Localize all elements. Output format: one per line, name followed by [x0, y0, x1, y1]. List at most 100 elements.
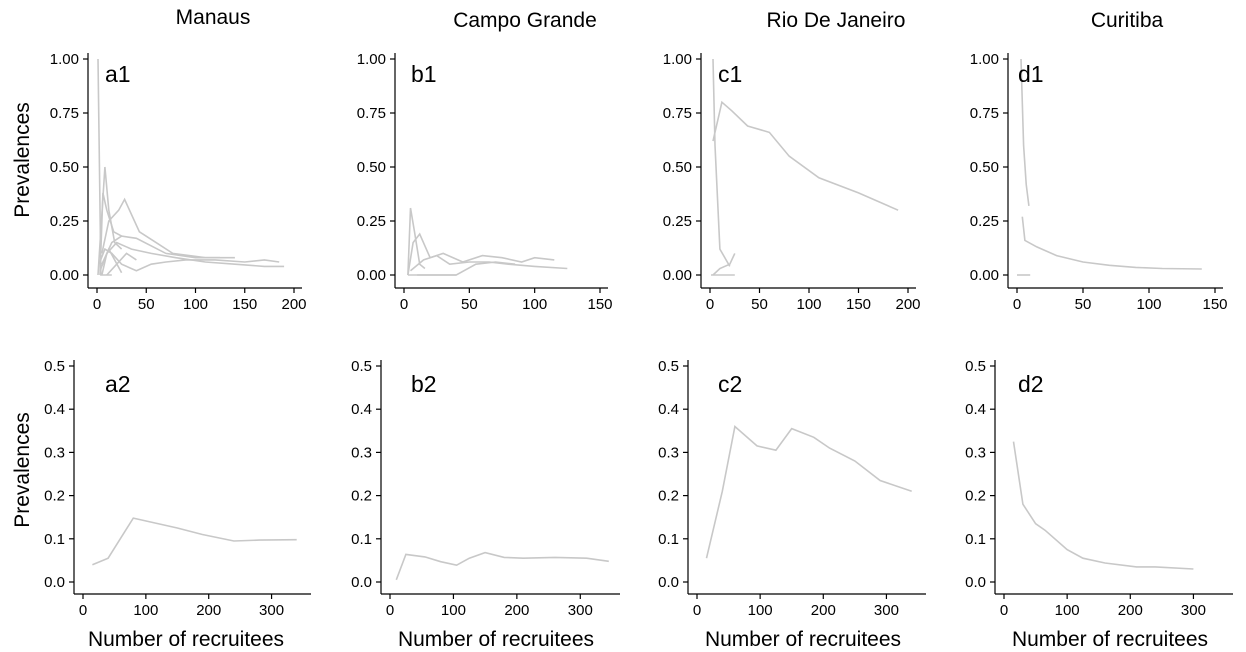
y-tick-label: 0.3: [658, 444, 679, 461]
y-tick-label: 1.00: [50, 51, 79, 68]
column-title-rio-de-janeiro: Rio De Janeiro: [767, 9, 906, 32]
y-tick-label: 0.3: [351, 444, 372, 461]
y-tick-label: 0.25: [50, 213, 79, 230]
y-tick-label: 0.0: [658, 574, 679, 591]
x-tick-label: 0: [693, 602, 701, 619]
y-tick-label: 0.4: [351, 401, 372, 418]
x-tick-label: 50: [461, 296, 478, 313]
x-axis-title-b2: Number of recruitees: [398, 628, 594, 651]
panel-c1: 0.00 0.25 0.50 0.75 1.00 0 50 100 150 200 c1: [663, 51, 921, 313]
y-tick-label: 0.2: [658, 488, 679, 505]
panel-label: d2: [1018, 371, 1044, 397]
x-axis-title-d2: Number of recruitees: [1012, 628, 1208, 651]
y-axis-title-bottom: Prevalences: [11, 412, 34, 528]
x-axis-title-a2: Number of recruitees: [88, 628, 284, 651]
x-axis-title-c2: Number of recruitees: [705, 628, 901, 651]
x-tick-label: 0: [93, 296, 101, 313]
panel-b2: 0.0 0.1 0.2 0.3 0.4 0.5 0 100 200 300 b2: [351, 358, 620, 619]
panel-d1: 0.00 0.25 0.50 0.75 1.00 0 50 100 150 d1: [970, 51, 1228, 313]
x-tick-label: 150: [232, 296, 257, 313]
x-tick-label: 100: [522, 296, 547, 313]
x-tick-label: 100: [748, 602, 773, 619]
x-tick-label: 50: [138, 296, 155, 313]
y-tick-label: 0.00: [50, 267, 79, 284]
x-tick-label: 0: [400, 296, 408, 313]
series-line-1: [92, 517, 297, 566]
panel-c2: 0.0 0.1 0.2 0.3 0.4 0.5 0 100 200 300 c2: [658, 358, 926, 619]
x-tick-label: 300: [568, 602, 593, 619]
x-tick-label: 50: [1075, 296, 1092, 313]
series-line-8: [106, 252, 137, 276]
y-tick-label: 0.25: [357, 213, 386, 230]
column-title-campo-grande: Campo Grande: [453, 9, 597, 32]
panel-label: a2: [105, 371, 131, 397]
panel-label: b1: [411, 61, 437, 87]
y-tick-label: 0.50: [357, 159, 386, 176]
series-line-6: [101, 241, 285, 276]
series-line-2: [712, 100, 899, 211]
series-line-1: [712, 58, 731, 267]
x-tick-label: 100: [183, 296, 208, 313]
panel-label: b2: [411, 371, 437, 397]
y-tick-label: 0.1: [44, 531, 65, 548]
y-tick-label: 0.5: [44, 358, 65, 375]
panel-label: a1: [105, 61, 131, 87]
x-tick-label: 0: [79, 602, 87, 619]
panel-d2: 0.0 0.1 0.2 0.3 0.4 0.5 0 100 200 300 d2: [965, 358, 1233, 619]
y-tick-label: 0.3: [965, 444, 986, 461]
series-line-3: [99, 192, 122, 276]
panel-label: c2: [718, 371, 742, 397]
y-tick-label: 0.1: [351, 531, 372, 548]
x-tick-label: 150: [587, 296, 612, 313]
series-line-2: [1021, 216, 1202, 270]
panel-label: d1: [1018, 61, 1044, 87]
y-tick-label: 0.5: [965, 358, 986, 375]
x-tick-label: 200: [811, 602, 836, 619]
y-axis-title-top: Prevalences: [11, 102, 34, 218]
y-tick-label: 0.50: [50, 159, 79, 176]
series-line-7: [98, 247, 280, 272]
y-tick-label: 0.2: [965, 488, 986, 505]
y-tick-label: 0.4: [658, 401, 679, 418]
y-tick-label: 0.0: [965, 574, 986, 591]
series-line-1: [97, 58, 112, 276]
y-tick-label: 0.75: [970, 105, 999, 122]
x-tick-label: 150: [846, 296, 871, 313]
x-tick-label: 0: [706, 296, 714, 313]
x-tick-label: 200: [895, 296, 920, 313]
x-tick-label: 0: [1013, 296, 1021, 313]
series-line-1: [1020, 58, 1030, 206]
x-tick-label: 0: [1000, 602, 1008, 619]
x-tick-label: 100: [796, 296, 821, 313]
y-tick-label: 0.75: [663, 105, 692, 122]
series-line-5: [101, 235, 221, 265]
y-tick-label: 0.25: [663, 213, 692, 230]
series-line-9: [99, 247, 123, 274]
x-tick-label: 100: [1055, 602, 1080, 619]
x-tick-label: 300: [259, 602, 284, 619]
x-tick-label: 100: [1136, 296, 1161, 313]
panel-a2: 0.0 0.1 0.2 0.3 0.4 0.5 0 100 200 300 a2: [44, 358, 311, 619]
y-tick-label: 0.75: [357, 105, 386, 122]
y-tick-label: 0.4: [44, 401, 65, 418]
series-line-1: [705, 424, 912, 559]
y-tick-label: 0.2: [44, 488, 65, 505]
x-tick-label: 200: [281, 296, 306, 313]
series-line-2: [407, 232, 555, 276]
y-tick-label: 0.00: [357, 267, 386, 284]
y-tick-label: 0.75: [50, 105, 79, 122]
column-title-manaus: Manaus: [176, 6, 251, 29]
x-tick-label: 100: [441, 602, 466, 619]
x-tick-label: 200: [196, 602, 221, 619]
y-tick-label: 0.4: [965, 401, 986, 418]
series-line-3: [409, 254, 568, 272]
x-tick-label: 200: [504, 602, 529, 619]
x-tick-label: 150: [1202, 296, 1227, 313]
series-line-3: [712, 253, 736, 276]
y-tick-label: 0.50: [663, 159, 692, 176]
x-tick-label: 50: [751, 296, 768, 313]
x-tick-label: 0: [386, 602, 394, 619]
panel-b1: 0.00 0.25 0.50 0.75 1.00 0 50 100 150 b1: [357, 51, 613, 313]
y-tick-label: 0.3: [44, 444, 65, 461]
